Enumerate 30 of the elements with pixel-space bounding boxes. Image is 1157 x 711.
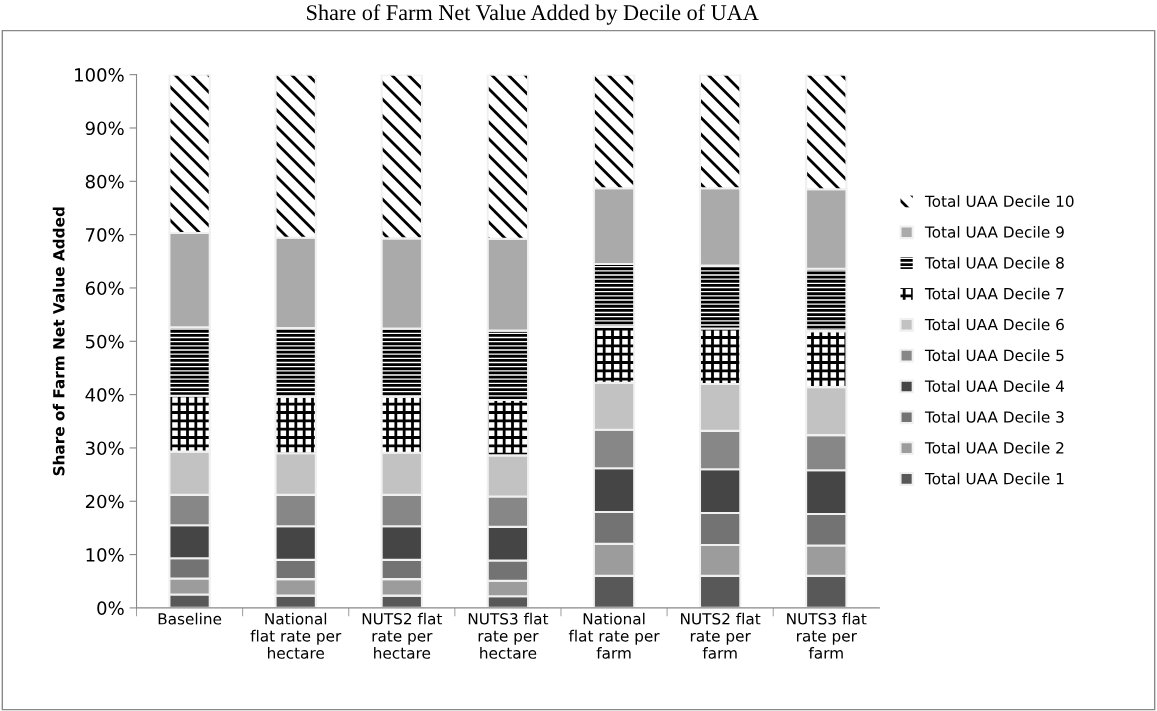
x-tick-label: NUTS3 flat rate per hectare xyxy=(468,612,549,659)
legend-label: Total UAA Decile 10 xyxy=(924,195,1074,207)
y-tick-label: 90% xyxy=(85,121,124,136)
x-tick-label: Baseline xyxy=(158,612,222,625)
x-tick-label: NUTS3 flat rate per farm xyxy=(787,612,867,659)
y-tick-label: 60% xyxy=(85,281,124,296)
y-tick-label: 30% xyxy=(85,441,124,456)
y-tick-label: 0% xyxy=(97,601,124,616)
legend-label: Total UAA Decile 6 xyxy=(924,318,1064,331)
legend-label: Total UAA Decile 9 xyxy=(924,225,1064,238)
legend-label: Total UAA Decile 5 xyxy=(924,349,1064,362)
legend-label: Total UAA Decile 7 xyxy=(924,287,1064,300)
legend-label: Total UAA Decile 8 xyxy=(924,256,1064,269)
x-tick-label: National flat rate per hectare xyxy=(250,612,342,659)
y-tick-label: 10% xyxy=(86,548,124,562)
y-tick-label: 50% xyxy=(85,334,124,349)
y-axis-title: Share of Farm Net Value Added xyxy=(52,207,65,476)
legend-label: Total UAA Decile 1 xyxy=(924,472,1064,485)
y-tick-label: 20% xyxy=(85,494,124,509)
x-tick-label: National flat rate per farm xyxy=(568,612,660,659)
legend-label: Total UAA Decile 3 xyxy=(924,410,1064,423)
y-tick-label: 40% xyxy=(85,388,124,402)
x-tick-label: NUTS2 flat rate per hectare xyxy=(362,612,443,659)
y-tick-label: 80% xyxy=(85,174,124,189)
chart-title: Share of Farm Net Value Added by Decile of UAA xyxy=(307,4,759,25)
legend-label: Total UAA Decile 4 xyxy=(924,380,1065,392)
y-tick-label: 100% xyxy=(75,68,124,82)
legend-label: Total UAA Decile 2 xyxy=(924,441,1064,454)
y-tick-label: 70% xyxy=(86,228,124,242)
x-tick-label: NUTS2 flat rate per farm xyxy=(681,612,761,659)
